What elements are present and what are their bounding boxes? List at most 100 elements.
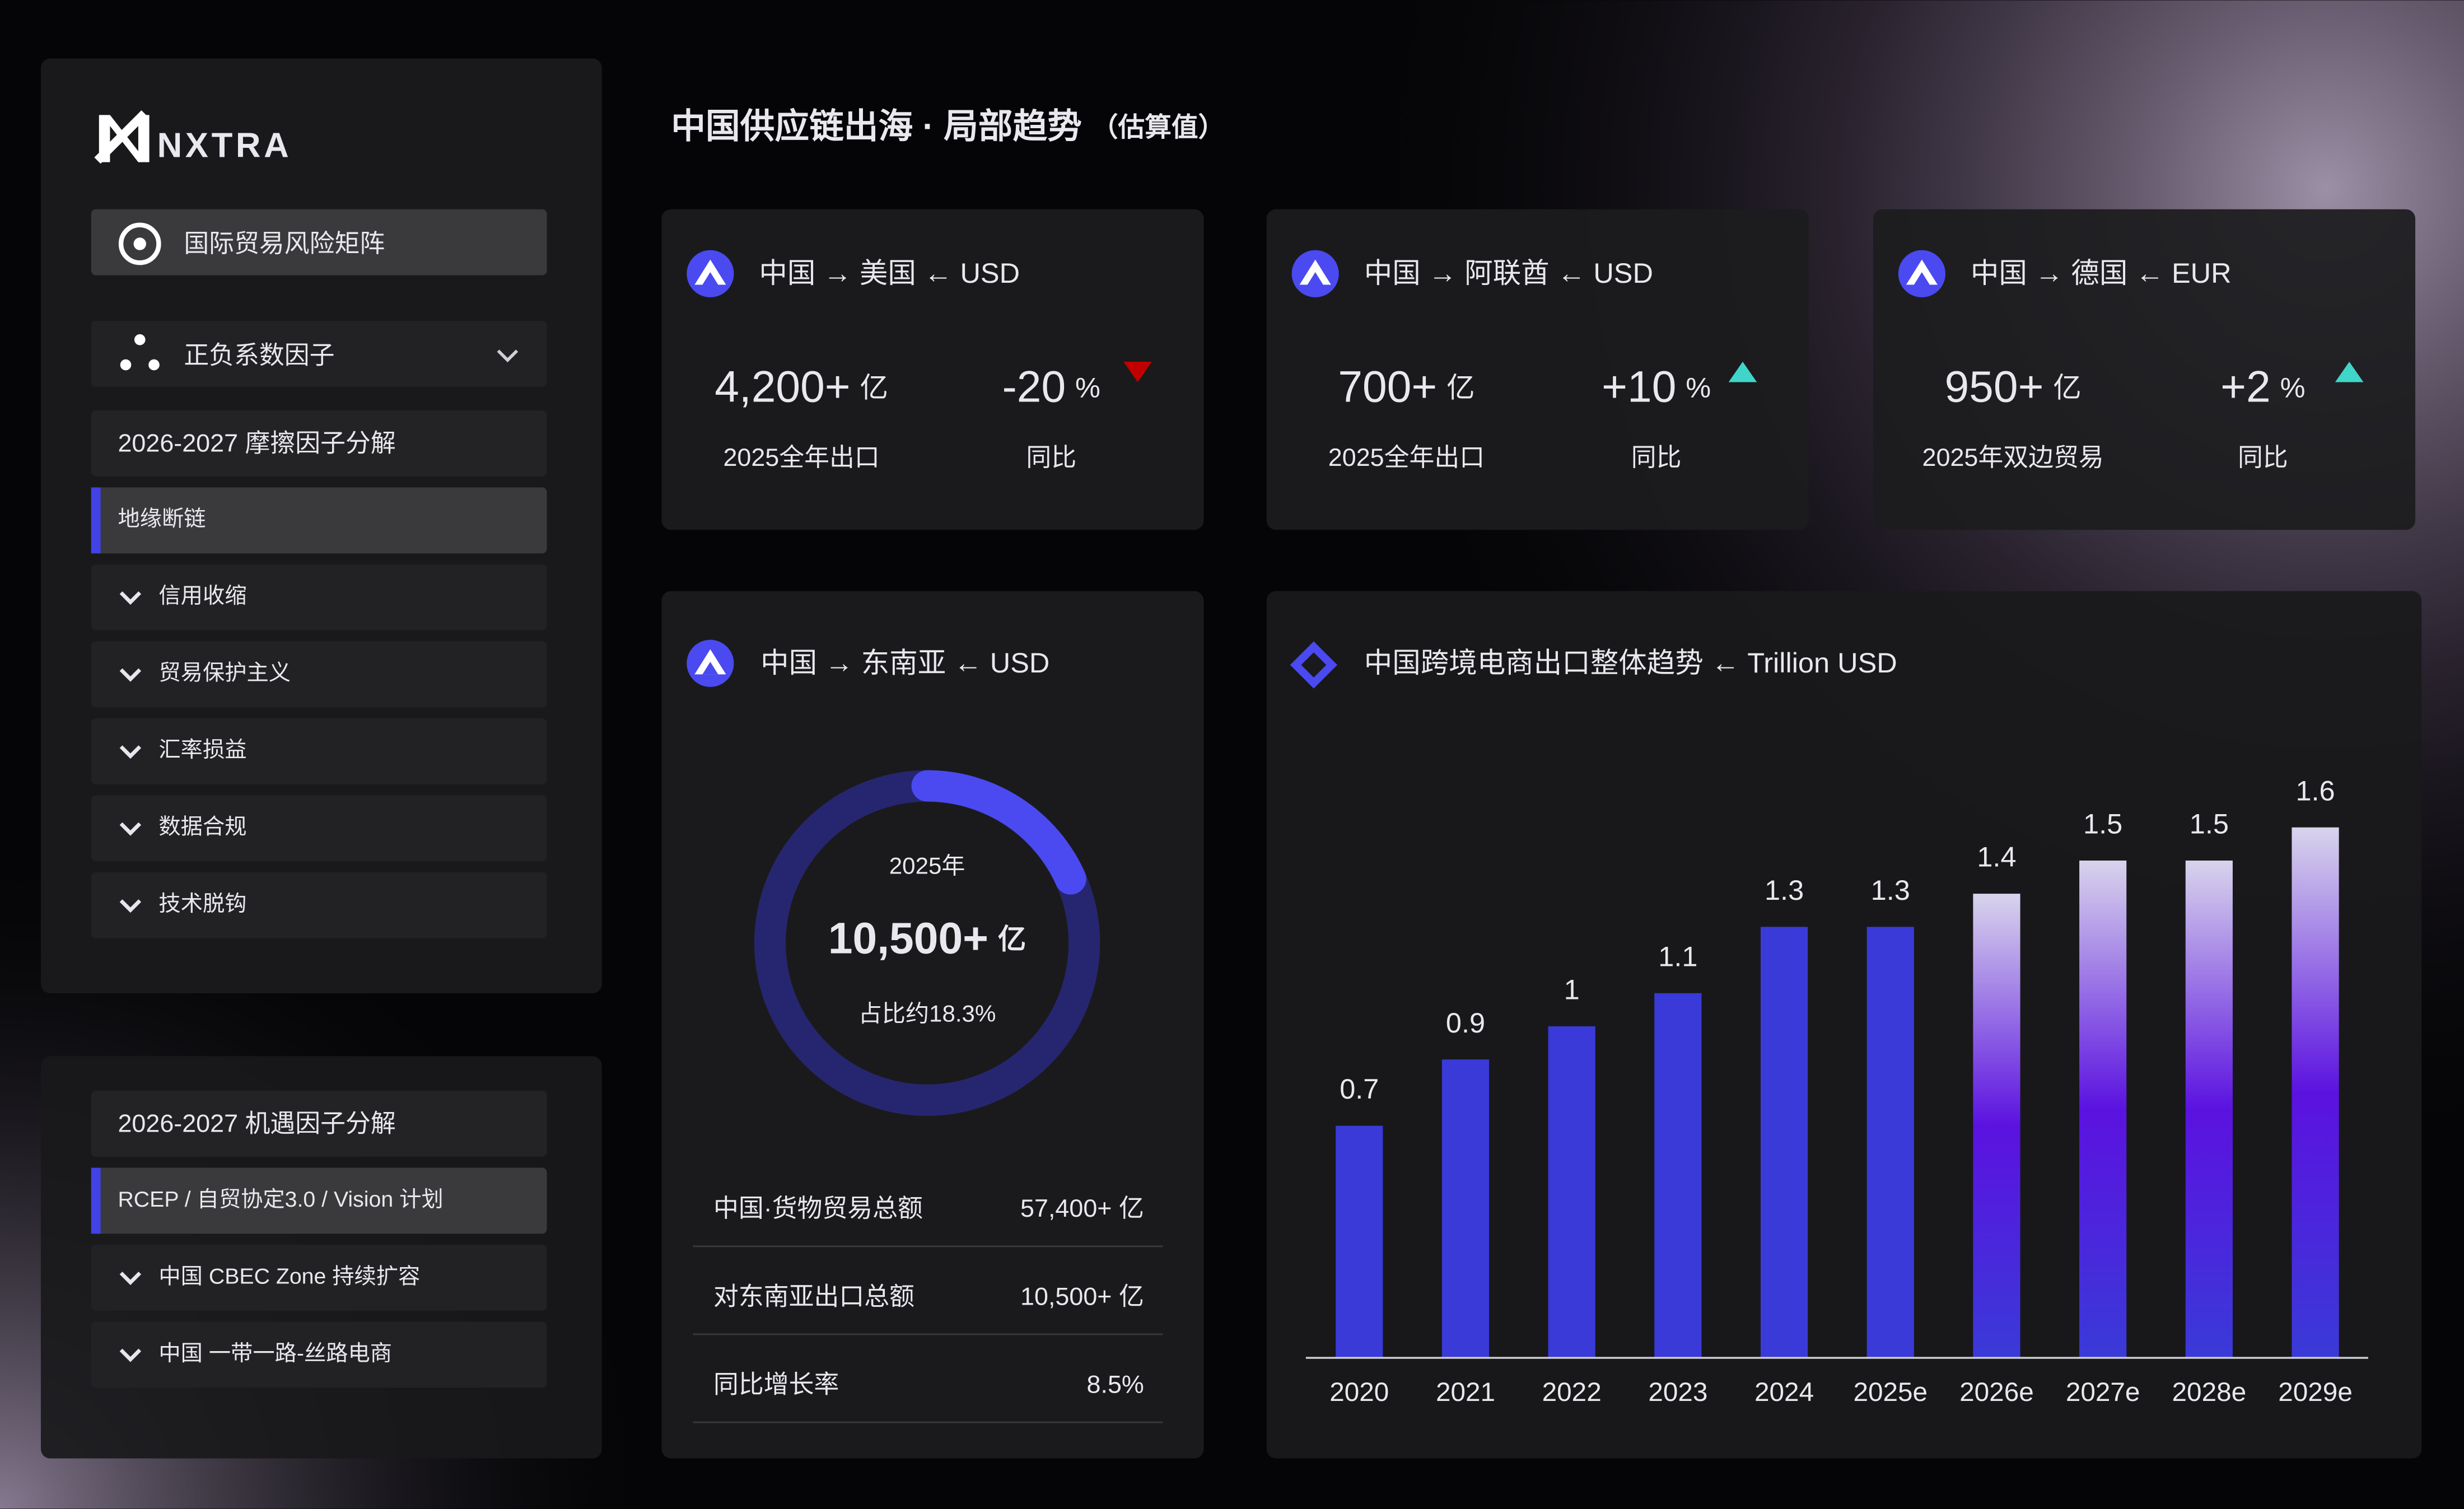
kpi-title: 中国 → 阿联酋 ← USD <box>1364 257 1653 289</box>
value-label: 1.5 <box>2083 808 2122 840</box>
chart-card <box>1266 591 2422 1459</box>
matrix-button[interactable] <box>91 209 547 275</box>
menu-label: 中国 CBEC Zone 持续扩容 <box>158 1264 420 1288</box>
value-label: 1.1 <box>1658 940 1697 972</box>
menu-item[interactable] <box>91 718 547 784</box>
card-icon <box>1914 272 1930 285</box>
bar <box>2292 827 2339 1358</box>
kpi-change-unit: % <box>1075 372 1100 404</box>
section-title: 2026-2027 机遇因子分解 <box>118 1109 395 1138</box>
menu-item[interactable] <box>91 872 547 938</box>
menu-label: 汇率损益 <box>158 737 246 762</box>
x-tick-label: 2020 <box>1329 1377 1389 1407</box>
kpi-number: 700+ <box>1338 362 1437 411</box>
bar <box>2079 860 2127 1358</box>
menu-label: 贸易保护主义 <box>158 661 291 685</box>
factor-icon <box>134 334 146 345</box>
row-value: 57,400+ 亿 <box>1020 1194 1144 1222</box>
factor-menu[interactable] <box>91 321 547 387</box>
kpi-unit: 亿 <box>1446 372 1474 404</box>
asean-title: 中国 → 东南亚 ← USD <box>760 647 1049 679</box>
menu-label: 信用收缩 <box>158 583 246 608</box>
ring-number: 10,500+ <box>828 913 988 963</box>
menu-label: 数据合规 <box>158 815 246 839</box>
factor-label: 正负系数因子 <box>184 340 334 369</box>
kpi-change: -20% <box>1002 362 1100 411</box>
active-label: RCEP / 自贸协定3.0 / Vision 计划 <box>118 1187 443 1212</box>
chevron <box>119 1272 142 1286</box>
row-value: 10,500+ 亿 <box>1020 1282 1144 1310</box>
kpi-value: 4,200+ 亿 <box>715 362 888 411</box>
active-item[interactable] <box>91 1167 547 1234</box>
kpi-value: 950+ 亿 <box>1944 362 2081 411</box>
kpi-value: 700+ 亿 <box>1338 362 1474 411</box>
x-tick-label: 2022 <box>1542 1377 1602 1407</box>
card-icon <box>1299 259 1331 285</box>
card-icon <box>1307 272 1323 285</box>
section-header <box>91 410 547 476</box>
active-item[interactable] <box>91 487 547 554</box>
ring-progress <box>754 770 1100 1116</box>
kpi-change: +2% <box>2220 362 2305 411</box>
factor-icon <box>148 359 160 371</box>
chevron <box>119 745 142 759</box>
kpi-card <box>661 209 1204 530</box>
ring-unit: 亿 <box>998 923 1026 955</box>
ring-year: 2025年 <box>889 853 965 879</box>
kpi-card <box>1266 209 1809 530</box>
kpi-change-caption: 同比 <box>1631 443 1682 471</box>
menu-item[interactable] <box>91 1245 547 1311</box>
asean-card <box>661 591 1204 1459</box>
bar <box>1654 993 1702 1358</box>
x-tick-label: 2029e <box>2278 1377 2353 1407</box>
bar <box>1336 1125 1383 1358</box>
value-label: 0.9 <box>1446 1007 1485 1039</box>
x-tick-label: 2023 <box>1648 1377 1707 1407</box>
trend-arrow <box>2335 361 2364 382</box>
kpi-number: 4,200+ <box>715 362 850 411</box>
menu-item[interactable] <box>91 795 547 862</box>
bar <box>1760 927 1808 1358</box>
row-value: 8.5% <box>1087 1370 1144 1398</box>
kpi-change-unit: % <box>2280 372 2306 404</box>
menu-item[interactable] <box>91 564 547 630</box>
factor-icon <box>120 359 132 371</box>
menu-label: 中国 一带一路-丝路电商 <box>158 1341 392 1366</box>
kpi-card <box>1873 209 2416 530</box>
value-label: 0.7 <box>1340 1073 1379 1105</box>
chevron <box>497 349 519 363</box>
card-icon <box>694 649 726 675</box>
card-icon <box>702 661 718 675</box>
x-tick-label: 2024 <box>1754 1377 1814 1407</box>
menu-label: 技术脱钩 <box>158 891 246 916</box>
title-note: （估算值） <box>1091 113 1225 142</box>
kpi-caption: 2025全年出口 <box>1328 443 1485 471</box>
value-label: 1.6 <box>2295 774 2335 806</box>
chevron <box>119 822 142 836</box>
x-tick-label: 2028e <box>2172 1377 2247 1407</box>
menu-item[interactable] <box>91 1321 547 1388</box>
title-main: 中国供应链出海 · 局部趋势 <box>671 108 1082 146</box>
x-tick-label: 2025e <box>1853 1377 1928 1407</box>
kpi-unit: 亿 <box>2053 372 2081 404</box>
value-label: 1.5 <box>2190 808 2229 840</box>
kpi-caption: 2025全年出口 <box>723 443 879 471</box>
chevron <box>119 1348 142 1362</box>
kpi-caption: 2025年双边贸易 <box>1922 443 2104 471</box>
bar <box>1973 894 2020 1358</box>
kpi-change-unit: % <box>1686 372 1711 404</box>
bar <box>2185 860 2233 1358</box>
value-label: 1.3 <box>1765 874 1804 906</box>
card-icon <box>694 259 726 285</box>
bar <box>1866 927 1914 1358</box>
bar <box>1441 1059 1490 1358</box>
kpi-change-number: +2 <box>2220 362 2271 411</box>
menu-item[interactable] <box>91 641 547 708</box>
chart-title: 中国跨境电商出口整体趋势 ← Trillion USD <box>1364 647 1897 679</box>
active-label: 地缘断链 <box>118 507 206 531</box>
matrix-label: 国际贸易风险矩阵 <box>184 229 385 258</box>
chart-icon <box>1301 652 1327 678</box>
row-label: 对东南亚出口总额 <box>713 1282 914 1310</box>
ring-share: 占比约18.3% <box>858 1000 996 1026</box>
